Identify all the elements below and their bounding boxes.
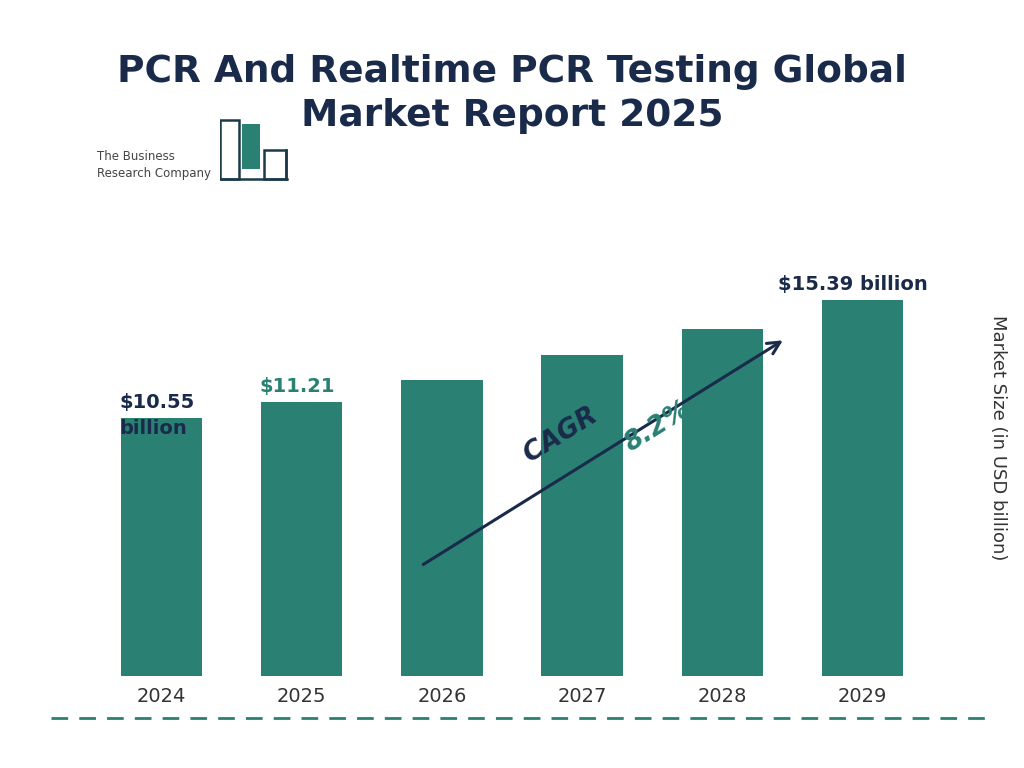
Bar [682, 329, 763, 676]
Text: Market Size (in USD billion): Market Size (in USD billion) [989, 315, 1008, 561]
Bar [821, 300, 903, 676]
Bar [220, 120, 239, 180]
Bar [401, 379, 482, 676]
Text: billion: billion [260, 402, 328, 422]
Bar [542, 356, 623, 676]
Bar [264, 151, 286, 180]
Text: CAGR: CAGR [519, 398, 609, 468]
Text: $10.55: $10.55 [120, 393, 195, 412]
Text: 8.2%: 8.2% [620, 396, 695, 457]
Text: $15.39 billion: $15.39 billion [778, 275, 928, 294]
Text: The Business
Research Company: The Business Research Company [97, 150, 211, 180]
Bar [121, 419, 203, 676]
Text: PCR And Realtime PCR Testing Global
Market Report 2025: PCR And Realtime PCR Testing Global Mark… [117, 54, 907, 134]
Text: billion: billion [120, 419, 187, 438]
Bar [242, 124, 260, 169]
Bar [261, 402, 342, 676]
Text: $11.21: $11.21 [260, 377, 335, 396]
